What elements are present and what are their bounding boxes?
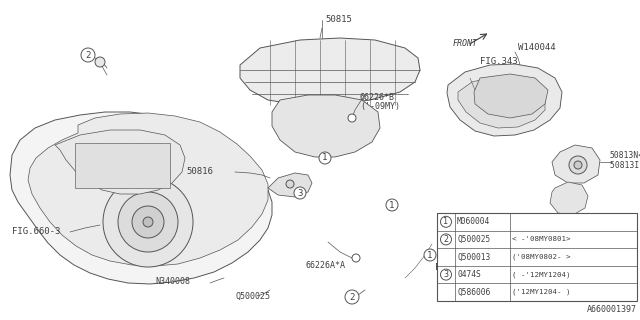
- Polygon shape: [240, 38, 420, 105]
- Polygon shape: [458, 76, 545, 128]
- Text: Q500013: Q500013: [457, 252, 490, 261]
- Text: < -'08MY0801>: < -'08MY0801>: [512, 236, 570, 243]
- Text: W140044: W140044: [518, 44, 556, 52]
- Polygon shape: [10, 112, 272, 284]
- Circle shape: [294, 187, 306, 199]
- Text: Q500025: Q500025: [235, 292, 270, 300]
- Text: M060004: M060004: [457, 217, 490, 226]
- Polygon shape: [55, 130, 185, 194]
- Text: FIG.343: FIG.343: [480, 58, 518, 67]
- Circle shape: [424, 249, 436, 261]
- Circle shape: [81, 48, 95, 62]
- Text: 3: 3: [298, 188, 303, 197]
- Text: 1: 1: [323, 154, 328, 163]
- Text: 0474S: 0474S: [457, 270, 481, 279]
- Text: ('08MY0802- >: ('08MY0802- >: [512, 254, 570, 260]
- Text: 50813I <LH>: 50813I <LH>: [610, 162, 640, 171]
- Bar: [437, 213, 637, 301]
- Text: ( -'12MY1204): ( -'12MY1204): [512, 271, 570, 278]
- Polygon shape: [272, 95, 380, 157]
- Circle shape: [440, 269, 451, 280]
- Circle shape: [569, 156, 587, 174]
- Circle shape: [286, 180, 294, 188]
- Text: ('-09MY): ('-09MY): [360, 102, 400, 111]
- Text: Q500025: Q500025: [457, 235, 490, 244]
- Circle shape: [440, 234, 451, 245]
- Circle shape: [118, 192, 178, 252]
- Circle shape: [386, 199, 398, 211]
- Text: 1: 1: [389, 201, 395, 210]
- Text: A660001397: A660001397: [587, 305, 637, 314]
- Text: FIG.660-3: FIG.660-3: [12, 228, 60, 236]
- Circle shape: [132, 206, 164, 238]
- Circle shape: [574, 161, 582, 169]
- Circle shape: [95, 57, 105, 67]
- Circle shape: [440, 216, 451, 227]
- Circle shape: [319, 152, 331, 164]
- Text: 50813N<RH>: 50813N<RH>: [610, 150, 640, 159]
- Polygon shape: [552, 145, 600, 183]
- Circle shape: [348, 114, 356, 122]
- Polygon shape: [28, 113, 268, 266]
- Text: 2: 2: [444, 235, 449, 244]
- Text: 66226A*A: 66226A*A: [305, 261, 345, 270]
- Text: 2: 2: [349, 292, 355, 301]
- Text: 50815: 50815: [325, 14, 352, 23]
- Text: 3: 3: [444, 270, 449, 279]
- Text: N340008: N340008: [155, 277, 190, 286]
- Circle shape: [345, 290, 359, 304]
- Text: FRONT: FRONT: [453, 38, 478, 47]
- Text: ('12MY1204- ): ('12MY1204- ): [512, 289, 570, 295]
- Text: 66226*B: 66226*B: [360, 93, 395, 102]
- Text: 1: 1: [428, 251, 433, 260]
- Circle shape: [143, 217, 153, 227]
- Text: 1: 1: [444, 217, 449, 226]
- Polygon shape: [268, 173, 312, 197]
- Text: 2: 2: [85, 51, 91, 60]
- Polygon shape: [550, 182, 588, 215]
- FancyBboxPatch shape: [75, 143, 170, 188]
- Text: Q586006: Q586006: [457, 288, 490, 297]
- Circle shape: [352, 254, 360, 262]
- Circle shape: [103, 177, 193, 267]
- Polygon shape: [447, 64, 562, 136]
- Text: FIG.343: FIG.343: [435, 263, 472, 273]
- Polygon shape: [474, 74, 548, 118]
- Text: 50816: 50816: [186, 167, 213, 177]
